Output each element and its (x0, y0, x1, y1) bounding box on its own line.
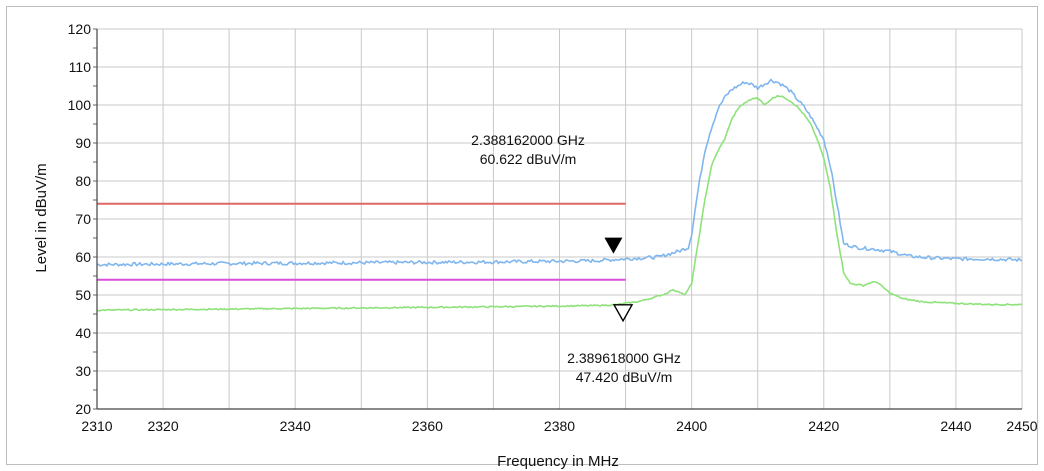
series-traces (96, 78, 1023, 312)
x-tick-label: 2340 (280, 418, 311, 434)
grid (93, 28, 1023, 410)
x-tick-label: 2440 (940, 418, 971, 434)
y-tick-label: 110 (69, 59, 92, 75)
series-line (96, 94, 1023, 312)
y-tick-label: 90 (75, 135, 91, 151)
y-tick-label: 60 (75, 249, 91, 265)
marker-label-frequency: 2.389618000 GHz (567, 350, 681, 366)
marker-filled-triangle (604, 237, 623, 254)
marker-hollow-triangle (612, 304, 634, 323)
series-line (96, 78, 1023, 267)
x-tick-label: 2320 (147, 418, 178, 434)
x-tick-label: 2420 (808, 418, 839, 434)
marker-label-level: 60.622 dBuV/m (480, 151, 577, 167)
y-tick-label: 100 (68, 97, 92, 113)
y-axis-title: Level in dBuV/m (33, 163, 50, 272)
marker-label-level: 47.420 dBuV/m (576, 369, 673, 385)
x-tick-label: 2380 (544, 418, 575, 434)
axes (96, 29, 1022, 410)
markers: 2.388162000 GHz 60.622 dBuV/m 2.389618000 … (471, 132, 681, 385)
y-tick-labels: 20 30 40 50 60 70 80 90 100 110 120 (68, 21, 92, 417)
x-tick-label: 2310 (81, 418, 112, 434)
chart-frame (6, 6, 1038, 465)
y-tick-label: 80 (75, 173, 91, 189)
limit-lines (97, 202, 626, 281)
y-tick-label: 120 (68, 21, 92, 37)
x-axis-title: Frequency in MHz (497, 453, 619, 470)
y-tick-label: 70 (75, 211, 91, 227)
x-tick-label: 2400 (676, 418, 707, 434)
marker-label-frequency: 2.388162000 GHz (471, 132, 585, 148)
y-tick-label: 30 (75, 363, 91, 379)
x-tick-labels: 2310 2320 2340 2360 2380 2400 2420 2440 2450 (81, 418, 1037, 434)
y-tick-label: 40 (75, 325, 91, 341)
y-tick-label: 50 (75, 287, 91, 303)
x-tick-label: 2360 (412, 418, 443, 434)
y-tick-label: 20 (75, 401, 91, 417)
x-tick-label: 2450 (1006, 418, 1037, 434)
